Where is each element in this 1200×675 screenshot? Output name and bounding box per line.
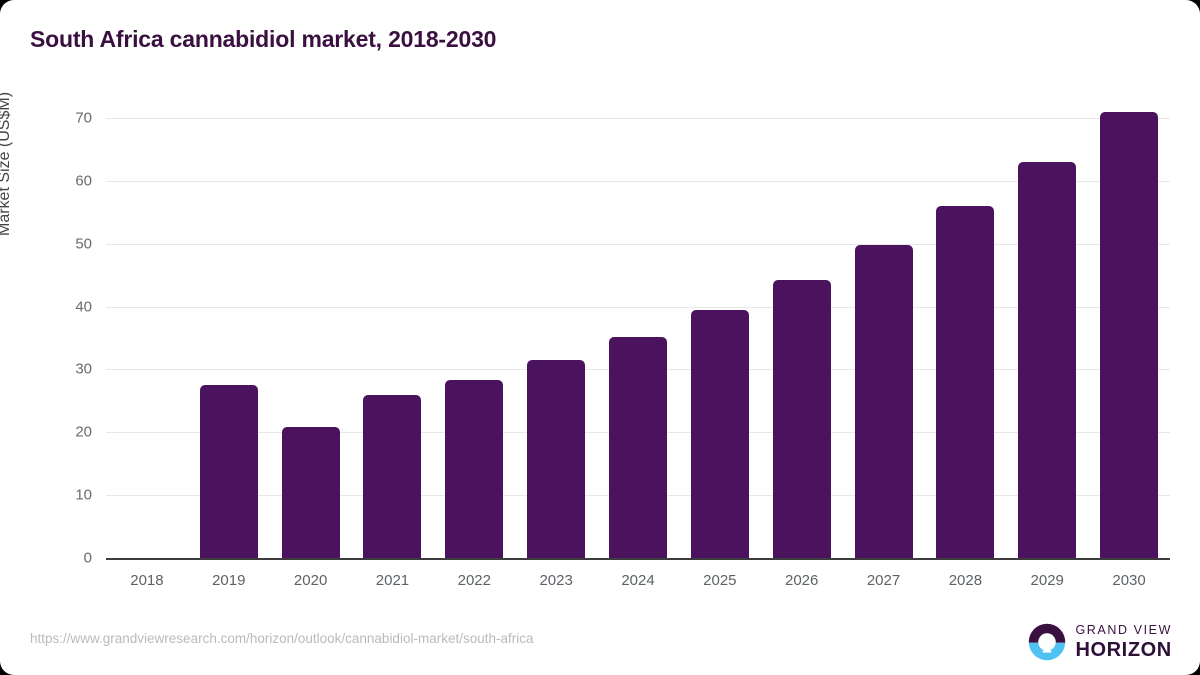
y-tick-label: 70 xyxy=(75,109,92,127)
y-tick-label: 0 xyxy=(83,549,92,567)
bar[interactable] xyxy=(608,336,667,558)
bar[interactable] xyxy=(1018,162,1077,558)
bar[interactable] xyxy=(445,379,504,558)
x-tick-label: 2024 xyxy=(621,572,655,589)
x-tick-label: 2019 xyxy=(212,572,246,589)
bar[interactable] xyxy=(854,244,913,558)
bar-slot xyxy=(1006,0,1088,558)
bar[interactable] xyxy=(527,360,586,558)
x-tick-label: 2020 xyxy=(293,572,328,589)
bar-slot xyxy=(433,0,515,558)
bar[interactable] xyxy=(199,385,258,558)
gridline xyxy=(106,306,1170,308)
x-axis-line xyxy=(106,558,1170,560)
y-tick-label: 50 xyxy=(75,235,92,253)
x-tick-label: 2022 xyxy=(457,572,491,589)
bar[interactable] xyxy=(363,394,422,558)
y-tick-label: 10 xyxy=(75,486,92,504)
source-url[interactable]: https://www.grandviewresearch.com/horizo… xyxy=(30,631,534,646)
x-tick-label: 2030 xyxy=(1112,572,1146,589)
bar[interactable] xyxy=(690,310,749,558)
bar[interactable] xyxy=(281,427,340,558)
page-title: South Africa cannabidiol market, 2018-20… xyxy=(30,26,497,52)
bar-slot xyxy=(352,0,434,558)
x-tick-label: 2021 xyxy=(375,572,410,589)
y-tick-label: 60 xyxy=(75,172,92,190)
bar[interactable] xyxy=(936,206,995,558)
bar-slot xyxy=(270,0,352,558)
brand-logo-text: GRAND VIEW HORIZON xyxy=(1075,624,1172,660)
x-tick-label: 2023 xyxy=(539,572,573,589)
x-tick-label: 2027 xyxy=(866,572,901,589)
brand-logo[interactable]: GRAND VIEW HORIZON xyxy=(1028,623,1172,661)
bar-slot xyxy=(597,0,679,558)
bar-slot xyxy=(761,0,843,558)
brand-logo-line-1: GRAND VIEW xyxy=(1075,623,1172,638)
horizon-sun-icon xyxy=(1029,623,1066,661)
bar-slot xyxy=(188,0,270,558)
bar-slot xyxy=(679,0,761,558)
bar-slot xyxy=(1088,0,1170,558)
brand-logo-line-2: HORIZON xyxy=(1075,638,1172,661)
x-tick-label: 2026 xyxy=(785,572,819,589)
bar-slot xyxy=(924,0,1006,558)
x-tick-label: 2028 xyxy=(948,572,983,589)
y-tick-label: 20 xyxy=(75,423,92,441)
bar[interactable] xyxy=(772,280,831,558)
bar-slot xyxy=(843,0,925,558)
x-tick-label: 2025 xyxy=(703,572,737,589)
gridline xyxy=(106,180,1170,182)
x-tick-label: 2029 xyxy=(1030,572,1064,589)
y-tick-label: 30 xyxy=(75,360,92,378)
y-axis-title: Market Size (US$M) xyxy=(0,91,13,236)
x-tick-label: 2018 xyxy=(130,572,164,589)
gridline xyxy=(106,243,1170,245)
gridline xyxy=(106,118,1170,119)
bar-slot xyxy=(515,0,597,558)
bar[interactable] xyxy=(1100,111,1159,558)
y-tick-label: 40 xyxy=(75,298,92,316)
